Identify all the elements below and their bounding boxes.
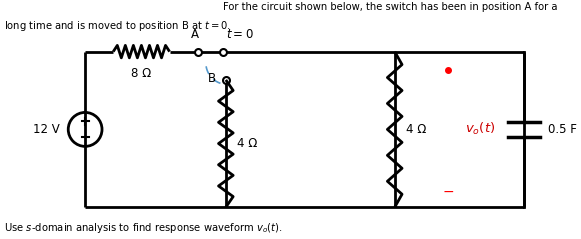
Text: −: − <box>442 184 454 198</box>
Text: 0.5 F: 0.5 F <box>548 123 578 136</box>
Text: 12 V: 12 V <box>33 123 60 136</box>
Text: 4 Ω: 4 Ω <box>406 123 426 136</box>
Text: Use $s$-domain analysis to find response waveform $v_o(t)$.: Use $s$-domain analysis to find response… <box>3 222 282 235</box>
Text: A: A <box>191 28 199 41</box>
Text: $t = 0$: $t = 0$ <box>226 28 253 41</box>
Text: long time and is moved to position B at $t = 0$.: long time and is moved to position B at … <box>3 19 231 33</box>
Text: $v_o(t)$: $v_o(t)$ <box>465 121 496 137</box>
Text: For the circuit shown below, the switch has been in position A for a: For the circuit shown below, the switch … <box>224 2 558 12</box>
Text: 8 Ω: 8 Ω <box>131 67 152 81</box>
Text: B: B <box>207 72 216 85</box>
Text: 4 Ω: 4 Ω <box>237 137 257 150</box>
